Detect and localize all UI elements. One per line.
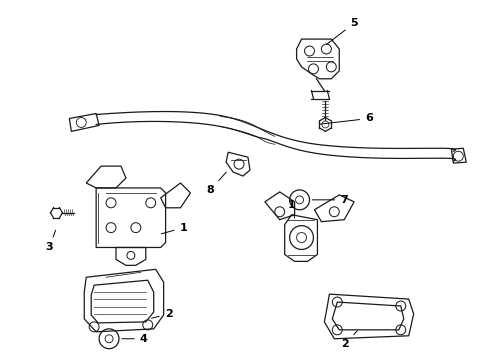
Text: 2: 2 <box>151 309 172 319</box>
Text: 5: 5 <box>326 18 357 44</box>
Text: 3: 3 <box>45 230 56 252</box>
Text: 7: 7 <box>312 195 347 205</box>
Text: 2: 2 <box>341 331 356 349</box>
Text: 4: 4 <box>122 334 147 344</box>
Text: 1: 1 <box>287 200 295 218</box>
Text: 6: 6 <box>320 113 372 124</box>
Text: 1: 1 <box>161 222 187 234</box>
Text: 8: 8 <box>206 172 226 195</box>
